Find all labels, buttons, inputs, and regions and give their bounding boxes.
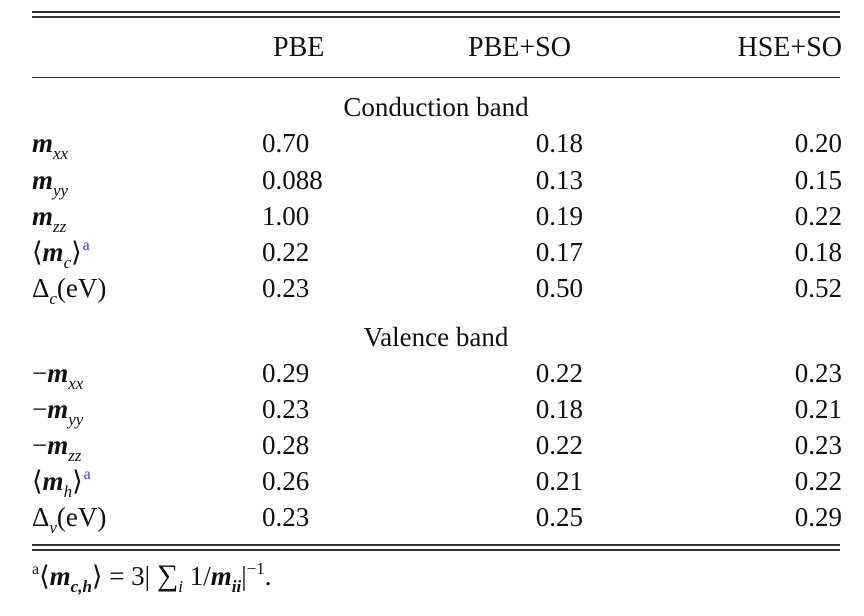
row-label-val-mxx: −mxx [32, 358, 84, 393]
val-delta-pbe-so: 0.25 [535, 502, 583, 532]
row-label-val-delta: Δv(eV) [32, 502, 107, 537]
row-label-cond-delta: Δc(eV) [32, 273, 107, 308]
cond-mc-hse-so: 0.18 [794, 237, 842, 267]
val-mxx-hse-so: 0.23 [794, 358, 842, 388]
bottom-rule-1 [32, 544, 840, 546]
val-mzz-hse-so: 0.23 [794, 430, 842, 460]
row-label-cond-mzz: mzz [32, 201, 67, 236]
table-footnote: a⟨mc,h⟩ = 3| ∑i 1/mii|−1. [32, 559, 272, 596]
top-rule-2 [32, 16, 840, 18]
val-myy-pbe-so: 0.18 [535, 394, 583, 424]
val-mzz-pbe-so: 0.22 [535, 430, 583, 460]
val-myy-hse-so: 0.21 [794, 394, 842, 424]
cond-mxx-pbe: 0.70 [262, 128, 310, 158]
cond-myy-hse-so: 0.15 [794, 165, 842, 195]
cond-myy-pbe-so: 0.13 [535, 165, 583, 195]
val-mxx-pbe: 0.29 [262, 358, 310, 388]
val-mh-hse-so: 0.22 [794, 466, 842, 496]
section-title-conduction: Conduction band [343, 92, 529, 122]
row-label-val-mh: ⟨mh⟩a [32, 466, 91, 501]
row-label-cond-mc: ⟨mc⟩a [32, 237, 90, 272]
cond-myy-pbe: 0.088 [262, 165, 323, 195]
row-label-cond-myy: myy [32, 165, 69, 200]
val-mh-pbe-so: 0.21 [535, 466, 583, 496]
val-mh-pbe: 0.26 [262, 466, 310, 496]
row-label-cond-mxx: mxx [32, 128, 69, 163]
val-mzz-pbe: 0.28 [262, 430, 310, 460]
val-delta-hse-so: 0.29 [794, 502, 842, 532]
row-label-val-myy: −myy [32, 394, 84, 429]
cond-mxx-pbe-so: 0.18 [535, 128, 583, 158]
val-mxx-pbe-so: 0.22 [535, 358, 583, 388]
cond-mc-pbe-so: 0.17 [535, 237, 583, 267]
cond-delta-pbe: 0.23 [262, 273, 310, 303]
bottom-rule-2 [32, 549, 840, 551]
header-pbe: PBE [273, 32, 325, 63]
section-title-valence: Valence band [363, 322, 509, 352]
row-label-val-mzz: −mzz [32, 430, 82, 465]
header-rule [32, 77, 840, 78]
cond-delta-pbe-so: 0.50 [535, 273, 583, 303]
val-delta-pbe: 0.23 [262, 502, 310, 532]
cond-mxx-hse-so: 0.20 [794, 128, 842, 158]
cond-mzz-hse-so: 0.22 [794, 201, 842, 231]
cond-mzz-pbe-so: 0.19 [535, 201, 583, 231]
cond-mzz-pbe: 1.00 [262, 201, 310, 231]
val-myy-pbe: 0.23 [262, 394, 310, 424]
header-pbe-so: PBE+SO [468, 32, 571, 63]
cond-mc-pbe: 0.22 [262, 237, 310, 267]
top-rule-1 [32, 11, 840, 13]
cond-delta-hse-so: 0.52 [794, 273, 842, 303]
header-hse-so: HSE+SO [737, 32, 842, 63]
